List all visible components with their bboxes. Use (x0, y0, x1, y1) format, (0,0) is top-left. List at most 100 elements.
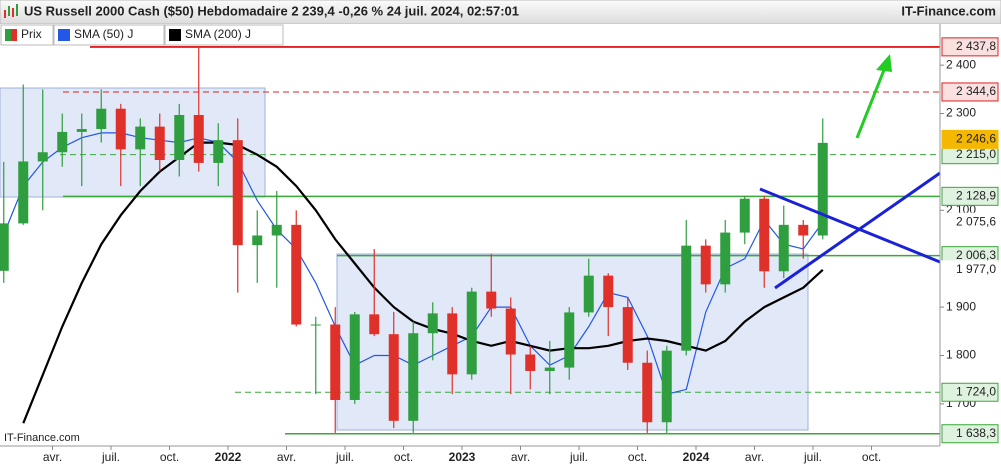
legend-box (53, 24, 165, 46)
header-icon (4, 4, 18, 18)
candle-body (37, 152, 48, 162)
candle-body (798, 224, 809, 236)
price-label: 2 006,3 (956, 248, 996, 262)
candle-body (174, 115, 185, 160)
x-tick-label: avr. (277, 450, 296, 464)
price-label: 2 437,8 (956, 39, 996, 53)
candle-body (544, 367, 555, 371)
price-box (941, 212, 999, 232)
x-tick-label: avr. (745, 450, 764, 464)
x-tick-label: juil. (803, 450, 822, 464)
drawings (759, 54, 941, 290)
price-label: 1 638,3 (956, 426, 996, 440)
x-tick-label: 2023 (449, 450, 476, 464)
legend: Prix SMA (50) J SMA (200) J (0, 24, 284, 46)
price-label: 2 215,0 (956, 147, 996, 161)
x-tick-label: avr. (43, 450, 62, 464)
candle-body (720, 232, 731, 285)
candle-body (57, 131, 68, 153)
arrow-head (876, 54, 892, 72)
x-tick-label: 2024 (683, 450, 710, 464)
trend-line (759, 187, 941, 264)
candle-body (466, 291, 477, 375)
candle-body (427, 313, 438, 334)
candle-body (18, 161, 29, 224)
candle-body (135, 126, 146, 150)
trend-line (774, 171, 941, 290)
candle-body (408, 333, 419, 421)
legend-swatch (11, 29, 17, 41)
chart-title: US Russell 2000 Cash ($50) Hebdomadaire … (24, 3, 519, 18)
x-tick-label: oct. (862, 450, 881, 464)
candle-body (759, 198, 770, 272)
y-tick-label: 2 300 (946, 106, 976, 120)
price-label: 2 344,6 (956, 84, 996, 98)
candle-body (603, 275, 614, 308)
price-label: 2 246,6 (956, 132, 996, 146)
x-tick-label: juil. (101, 450, 120, 464)
candle-body (447, 313, 458, 375)
price-label: 1 977,0 (956, 262, 996, 276)
watermark: IT-Finance.com (4, 432, 80, 444)
brand: IT-Finance.com (901, 3, 996, 18)
candle-body (154, 126, 165, 160)
candle-body (622, 307, 633, 363)
candle-body (739, 198, 750, 233)
price-box (941, 186, 999, 206)
price-box (941, 129, 999, 149)
x-tick-label: oct. (394, 450, 413, 464)
x-tick-label: juil. (569, 450, 588, 464)
legend-item: Prix (0, 24, 54, 46)
candle-body (564, 312, 575, 368)
legend-item: SMA (50) J (53, 24, 165, 46)
price-box (941, 424, 999, 444)
candle-body (115, 108, 126, 150)
legend-swatch (58, 29, 70, 41)
candle-body (252, 235, 263, 246)
x-tick-label: juil. (335, 450, 354, 464)
candle-body (0, 223, 9, 271)
price-box (941, 37, 999, 57)
candle-body (96, 108, 107, 130)
candle-body (193, 115, 204, 163)
x-tick-label: 2022 (215, 450, 242, 464)
candle-body (642, 362, 653, 423)
price-box (941, 82, 999, 102)
price-box (941, 260, 999, 280)
candle-body (778, 224, 789, 272)
candle-body (817, 142, 828, 236)
x-tick-label: oct. (628, 450, 647, 464)
candle-body (349, 314, 360, 400)
plot-area (0, 46, 940, 435)
candle-body (486, 291, 497, 309)
price-box (941, 382, 999, 402)
y-tick-label: 2 400 (946, 57, 976, 71)
arrow (855, 69, 886, 139)
candle-body (525, 354, 536, 371)
legend-label: SMA (200) J (185, 27, 251, 41)
candle-body (583, 275, 594, 313)
candle-body (700, 245, 711, 285)
x-tick-label: oct. (160, 450, 179, 464)
candle-body (76, 129, 87, 132)
candle-body (369, 314, 380, 335)
legend-label: SMA (50) J (74, 27, 133, 41)
candle-body (213, 140, 224, 163)
x-tick-label: avr. (511, 450, 530, 464)
price-label: 1 724,0 (956, 384, 996, 398)
legend-box (164, 24, 284, 46)
candle-body (661, 350, 672, 423)
legend-swatch (169, 29, 181, 41)
candle-body (505, 308, 516, 355)
candle-body (271, 224, 282, 236)
price-label: 2 075,6 (956, 214, 996, 228)
legend-item: SMA (200) J (164, 24, 284, 46)
candle-body (232, 140, 243, 246)
y-tick-label: 1 800 (946, 348, 976, 362)
legend-swatch (5, 29, 11, 41)
candle-body (388, 334, 399, 421)
candle-body (681, 245, 692, 351)
y-tick-label: 1 900 (946, 299, 976, 313)
candle-body (310, 324, 321, 326)
